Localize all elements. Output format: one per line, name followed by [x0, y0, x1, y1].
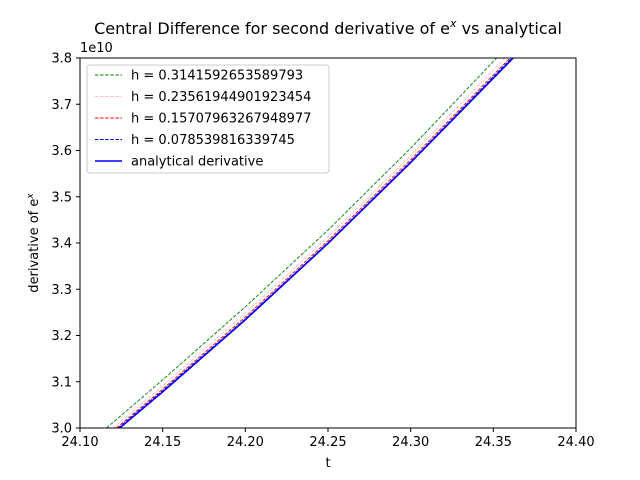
legend-label: h = 0.078539816339745: [131, 133, 295, 148]
chart-title-tail: vs analytical: [457, 19, 562, 38]
legend-box: [86, 64, 330, 174]
y-tick-label: 3.5: [51, 190, 72, 205]
x-tick-label: 24.35: [475, 435, 512, 450]
legend-label: h = 0.3141592653589793: [131, 69, 303, 84]
y-axis: 3.0 3.1 3.2 3.3 3.4 3.5 3.6 3.7 3.8: [51, 52, 80, 437]
legend-label: analytical derivative: [131, 155, 263, 170]
chart-title: Central Difference for second derivative…: [94, 17, 562, 38]
y-tick-label: 3.3: [51, 283, 72, 298]
series-line-5: [119, 58, 514, 428]
x-tick-label: 24.15: [144, 435, 181, 450]
y-tick-label: 3.7: [51, 98, 72, 113]
x-tick-label: 24.10: [61, 435, 98, 450]
y-axis-label-main: derivative of e: [27, 199, 42, 293]
series-line-3: [116, 58, 511, 428]
legend: h = 0.3141592653589793 h = 0.235619449019…: [86, 64, 330, 174]
series-line-1: [106, 58, 497, 428]
x-axis: 24.10 24.15 24.20 24.25 24.30 24.35 24.40: [61, 428, 595, 450]
x-tick-label: 24.40: [557, 435, 594, 450]
legend-label: h = 0.15707963267948977: [131, 112, 311, 127]
y-axis-label: derivative of ex: [26, 193, 42, 293]
series-line-2: [112, 58, 506, 428]
x-tick-label: 24.25: [309, 435, 346, 450]
x-tick-label: 24.30: [392, 435, 429, 450]
offset-text: 1e10: [80, 41, 113, 56]
y-tick-label: 3.1: [51, 375, 72, 390]
y-axis-label-sup: x: [26, 193, 36, 200]
x-tick-label: 24.20: [227, 435, 264, 450]
legend-label: h = 0.23561944901923454: [131, 90, 311, 105]
chart-title-main: Central Difference for second derivative…: [94, 19, 450, 38]
y-tick-label: 3.8: [51, 52, 72, 67]
y-tick-label: 3.0: [51, 422, 72, 437]
x-axis-label: t: [325, 456, 330, 471]
y-tick-label: 3.6: [51, 144, 72, 159]
chart-title-sup: x: [449, 17, 457, 30]
y-tick-label: 3.4: [51, 237, 72, 252]
series-layer: [106, 58, 514, 428]
y-tick-label: 3.2: [51, 329, 72, 344]
